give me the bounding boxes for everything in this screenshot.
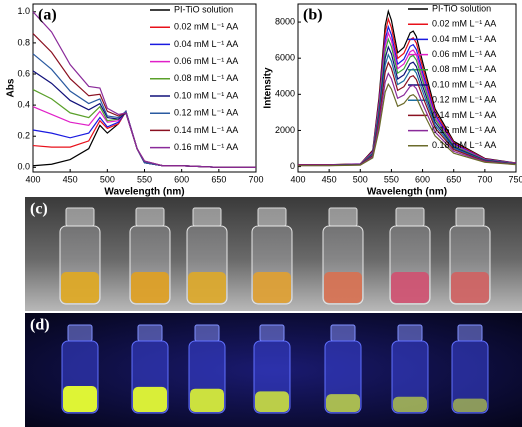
vial-cap [137, 324, 163, 342]
vial-cap [395, 207, 425, 227]
series-line [298, 71, 517, 167]
vial-body [391, 340, 429, 414]
y-axis-label: Abs [6, 78, 17, 97]
vial-glow [133, 386, 167, 412]
x-tick-label: 500 [100, 174, 115, 184]
vial-liquid [324, 272, 362, 303]
panel-label: (b) [303, 7, 323, 24]
panel-label: (c) [30, 201, 48, 218]
x-tick-label: 550 [384, 174, 399, 184]
vial-cap [259, 324, 285, 342]
series-line [298, 60, 517, 166]
x-tick-label: 400 [25, 174, 40, 184]
legend-label: 0.04 mM L⁻¹ AA [174, 39, 238, 49]
x-tick-label: 650 [211, 174, 226, 184]
x-tick-label: 650 [446, 174, 461, 184]
y-tick-label: 1.0 [17, 6, 30, 16]
vial-cap [328, 207, 358, 227]
legend-label: 0.14 mM L⁻¹ AA [174, 125, 238, 135]
legend-label: 0.16 mM L⁻¹ AA [432, 125, 496, 135]
y-tick-label: 6000 [275, 53, 295, 63]
x-tick-label: 600 [174, 174, 189, 184]
legend-label: 0.06 mM L⁻¹ AA [174, 56, 238, 66]
x-tick-label: 550 [137, 174, 152, 184]
panel-label: (a) [38, 7, 57, 24]
x-axis-label: Wavelength (nm) [104, 187, 184, 198]
vial-liquid [61, 272, 99, 303]
legend-label: 0.14 mM L⁻¹ AA [432, 110, 496, 120]
vial-liquid [391, 272, 429, 303]
legend-label: 0.02 mM L⁻¹ AA [174, 22, 238, 32]
x-tick-label: 700 [248, 174, 263, 184]
vial-liquid [451, 272, 489, 303]
series-line [298, 53, 517, 166]
vial-glow [190, 388, 224, 412]
y-tick-label: 0.8 [17, 37, 30, 47]
legend-label: PI-TiO solution [174, 4, 233, 14]
y-tick-label: 0.6 [17, 68, 30, 78]
legend-label: 0.10 mM L⁻¹ AA [432, 79, 496, 89]
y-tick-label: 0.4 [17, 99, 30, 109]
vial-body [451, 340, 489, 414]
legend-label: 0.08 mM L⁻¹ AA [432, 64, 496, 74]
series-line [32, 70, 256, 168]
series-line [32, 109, 256, 168]
vial-cap [194, 324, 220, 342]
legend-label: PI-TiO solution [432, 3, 491, 13]
x-tick-label: 450 [322, 174, 337, 184]
x-tick-label: 750 [508, 174, 522, 184]
vial-liquid [188, 272, 226, 303]
x-tick-label: 400 [290, 174, 305, 184]
vial-cap [65, 207, 95, 227]
y-tick-label: 2000 [275, 125, 295, 135]
vial-glow [326, 394, 360, 412]
x-tick-label: 600 [415, 174, 430, 184]
legend-label: 0.12 mM L⁻¹ AA [432, 95, 496, 105]
vial-glow [453, 398, 487, 412]
legend-label: 0.10 mM L⁻¹ AA [174, 90, 238, 100]
x-tick-label: 700 [477, 174, 492, 184]
vial-cap [67, 324, 93, 342]
series-line [32, 109, 256, 168]
series-line [32, 109, 256, 168]
y-axis-label: Intensity [263, 67, 274, 109]
x-tick-label: 450 [63, 174, 78, 184]
vial-cap [330, 324, 356, 342]
vial-cap [455, 207, 485, 227]
legend-label: 0.06 mM L⁻¹ AA [432, 49, 496, 59]
vial-cap [135, 207, 165, 227]
vial-cap [257, 207, 287, 227]
vial-glow [393, 396, 427, 412]
y-tick-label: 0.2 [17, 131, 30, 141]
x-axis-label: Wavelength (nm) [367, 187, 447, 198]
vial-glow [255, 391, 289, 412]
vial-cap [192, 207, 222, 227]
vial-liquid [253, 272, 291, 303]
y-tick-label: 4000 [275, 89, 295, 99]
legend-label: 0.04 mM L⁻¹ AA [432, 34, 496, 44]
vial-liquid [131, 272, 169, 303]
series-line [32, 11, 256, 168]
panel-label: (d) [30, 317, 50, 334]
series-line [298, 82, 517, 167]
legend-label: 0.08 mM L⁻¹ AA [174, 73, 238, 83]
vial-glow [63, 386, 97, 412]
plot-frame [297, 3, 517, 173]
vial-cap [457, 324, 483, 342]
legend-label: 0.12 mM L⁻¹ AA [174, 108, 238, 118]
y-tick-label: 8000 [275, 16, 295, 26]
vial-cap [397, 324, 423, 342]
y-tick-label: 0 [290, 161, 295, 171]
legend-label: 0.02 mM L⁻¹ AA [432, 19, 496, 29]
legend-label: 0.18 mM L⁻¹ AA [432, 140, 496, 150]
x-tick-label: 500 [353, 174, 368, 184]
y-tick-label: 0.0 [17, 162, 30, 172]
legend-label: 0.16 mM L⁻¹ AA [174, 142, 238, 152]
